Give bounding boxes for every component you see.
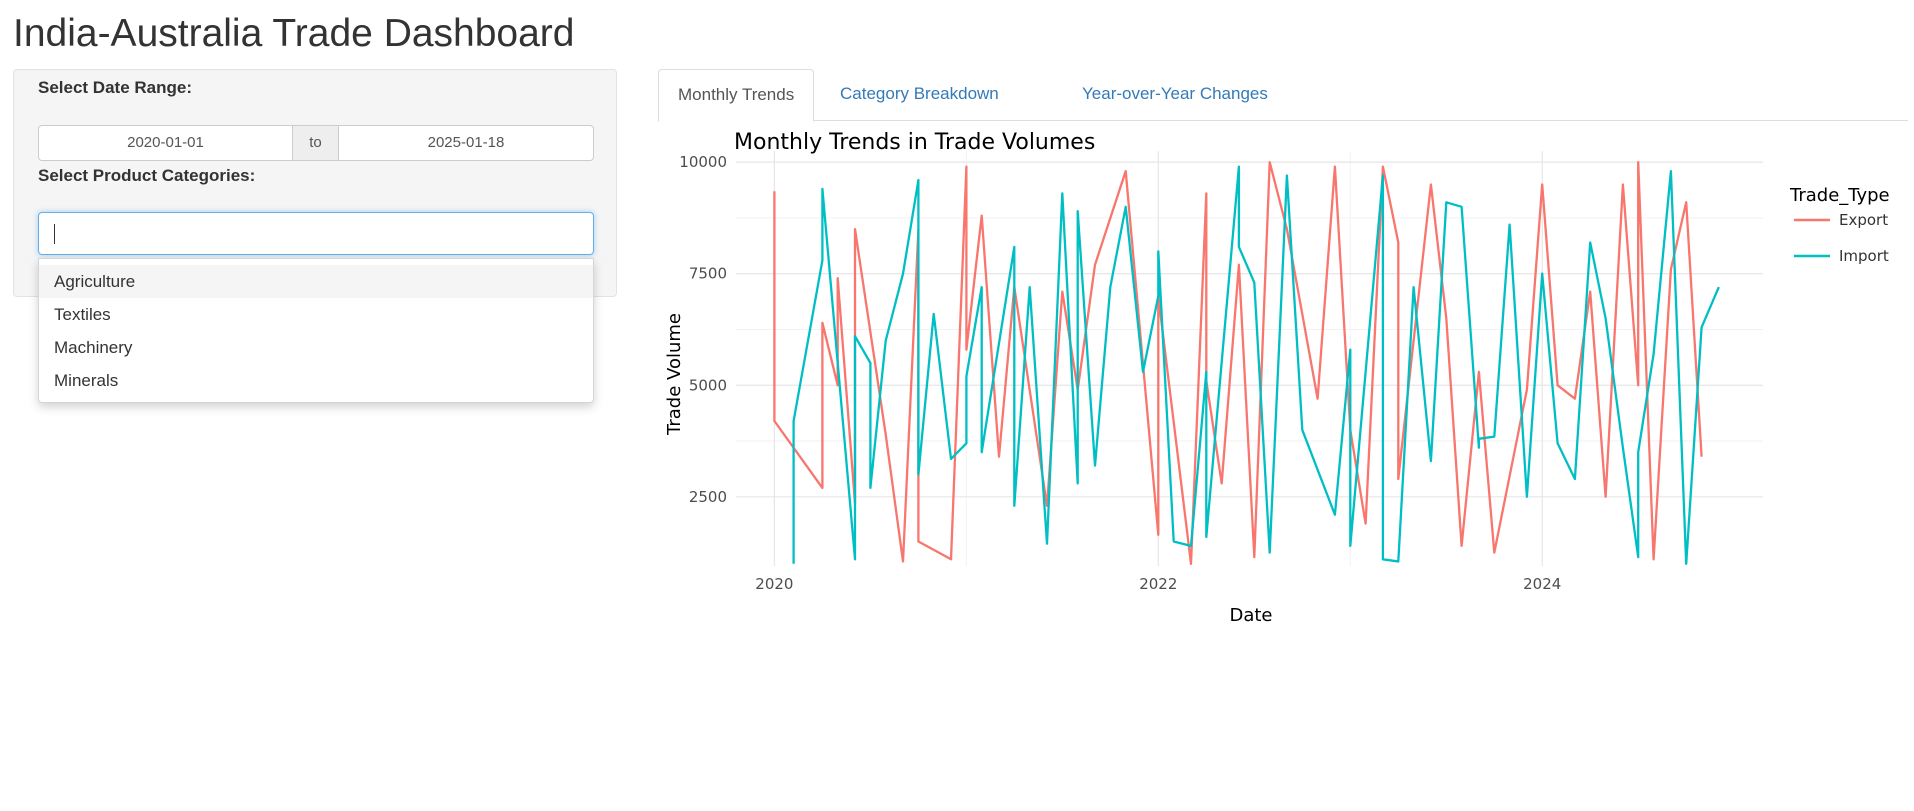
category-label: Select Product Categories: [38, 166, 256, 185]
x-tick-label: 2024 [1523, 575, 1561, 593]
category-dropdown: Agriculture Textiles Machinery Minerals [38, 258, 594, 403]
tab-year-over-year-changes[interactable]: Year-over-Year Changes [1082, 84, 1268, 103]
chart-title: Monthly Trends in Trade Volumes [734, 130, 1095, 155]
x-tick-label: 2020 [755, 575, 793, 593]
legend-title: Trade_Type [1789, 185, 1890, 206]
chart-gridlines [736, 151, 1763, 566]
category-option-textiles[interactable]: Textiles [54, 305, 111, 324]
x-tick-label: 2022 [1139, 575, 1177, 593]
chart-lines [773, 161, 1720, 565]
tab-bar: Monthly Trends Category Breakdown Year-o… [658, 69, 1908, 122]
category-option-minerals[interactable]: Minerals [54, 371, 119, 390]
date-end-input[interactable]: 2025-01-18 [338, 125, 594, 161]
app-title: India-Australia Trade Dashboard [13, 12, 575, 55]
tab-monthly-trends[interactable]: Monthly Trends [658, 69, 815, 122]
series-line-import [792, 165, 1720, 565]
chart-axes: 2500 5000 7500 10000 2020 2022 2024 [679, 153, 1561, 593]
y-tick-label: 10000 [679, 153, 727, 171]
category-option-machinery[interactable]: Machinery [54, 338, 133, 357]
text-caret [54, 224, 55, 244]
y-tick-label: 7500 [689, 265, 727, 283]
y-axis-title: Trade Volume [664, 313, 685, 436]
x-axis-title: Date [1229, 605, 1272, 625]
legend-label-import: Import [1839, 247, 1889, 265]
series-line-export [773, 161, 1703, 565]
date-range-separator: to [293, 125, 338, 161]
category-option-agriculture[interactable]: Agriculture [39, 265, 593, 298]
chart-legend: Trade_Type Export Import [1789, 185, 1890, 265]
y-tick-label: 5000 [689, 376, 727, 394]
date-range-label: Select Date Range: [38, 78, 192, 97]
category-select-input[interactable] [38, 212, 594, 255]
y-tick-label: 2500 [689, 488, 727, 506]
legend-label-export: Export [1839, 211, 1888, 229]
date-start-input[interactable]: 2020-01-01 [38, 125, 293, 161]
tab-category-breakdown[interactable]: Category Breakdown [840, 84, 999, 103]
trade-volume-chart: 2500 5000 7500 10000 2020 2022 2024 Monthly Tr… [664, 130, 1890, 625]
